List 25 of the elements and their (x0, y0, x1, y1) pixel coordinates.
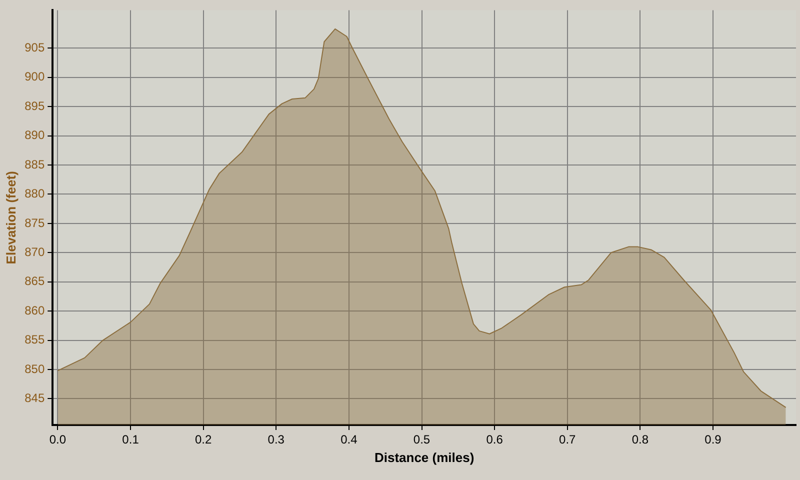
y-tick-label: 880 (24, 186, 45, 201)
y-tick-label: 885 (24, 157, 45, 172)
y-axis-title: Elevation (feet) (3, 171, 18, 264)
y-tick-label: 855 (24, 332, 45, 347)
y-tick-label: 895 (24, 98, 45, 113)
x-tick-label: 0.6 (486, 432, 504, 447)
y-tick-label: 845 (24, 391, 45, 406)
x-tick-label: 0.2 (194, 432, 212, 447)
y-tick-label: 860 (24, 303, 45, 318)
y-tick-label: 865 (24, 274, 45, 288)
x-tick-label: 0.7 (559, 432, 576, 447)
y-tick-label: 900 (24, 70, 45, 84)
x-tick-label: 0.1 (122, 432, 140, 447)
y-tick-label: 850 (24, 362, 45, 376)
x-tick-label: 0.5 (413, 432, 430, 447)
x-tick-label: 0.3 (268, 432, 285, 447)
x-tick-label: 0.0 (49, 432, 66, 447)
x-axis-title: Distance (miles) (374, 450, 474, 465)
y-tick-label: 875 (24, 216, 45, 230)
y-tick-label: 905 (24, 40, 45, 54)
x-tick-label: 0.9 (704, 432, 722, 447)
y-tick-label: 870 (24, 244, 45, 259)
x-tick-label: 0.8 (632, 432, 649, 447)
x-tick-label: 0.4 (340, 432, 358, 447)
y-tick-label: 890 (24, 128, 45, 142)
